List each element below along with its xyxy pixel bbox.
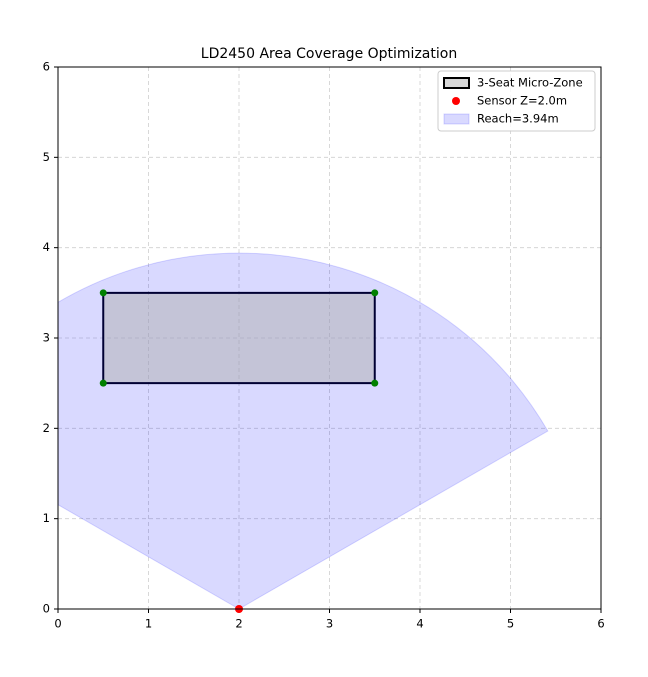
x-tick-label: 6: [597, 617, 604, 631]
chart-title: LD2450 Area Coverage Optimization: [201, 46, 457, 62]
x-tick-label: 0: [54, 617, 61, 631]
plot-area: [58, 252, 549, 609]
legend-swatch: [452, 97, 460, 105]
y-tick-label: 2: [43, 421, 50, 435]
x-tick-label: 3: [326, 617, 333, 631]
y-tick-label: 0: [43, 602, 50, 616]
zone-corner: [99, 379, 107, 387]
y-tick-label: 3: [43, 331, 50, 345]
zone-rect: [102, 291, 376, 385]
legend-label: Sensor Z=2.0m: [477, 94, 567, 108]
legend-swatch: [443, 77, 470, 89]
plot-frame: [57, 66, 602, 610]
legend-label: 3-Seat Micro-Zone: [477, 76, 583, 90]
legend-box: [437, 70, 596, 132]
y-tick-label: 5: [43, 150, 50, 164]
legend-swatch: [443, 113, 470, 125]
zone-corner: [99, 289, 107, 297]
x-tick-label: 1: [145, 617, 152, 631]
x-tick-label: 4: [416, 617, 423, 631]
x-tick-label: 5: [507, 617, 514, 631]
zone-corner: [371, 289, 379, 297]
x-tick-label: 2: [235, 617, 242, 631]
y-tick-label: 1: [43, 511, 50, 525]
y-tick-label: 4: [43, 240, 50, 254]
y-tick-label: 6: [43, 60, 50, 74]
legend-label: Reach=3.94m: [477, 112, 559, 126]
zone-corner: [371, 379, 379, 387]
